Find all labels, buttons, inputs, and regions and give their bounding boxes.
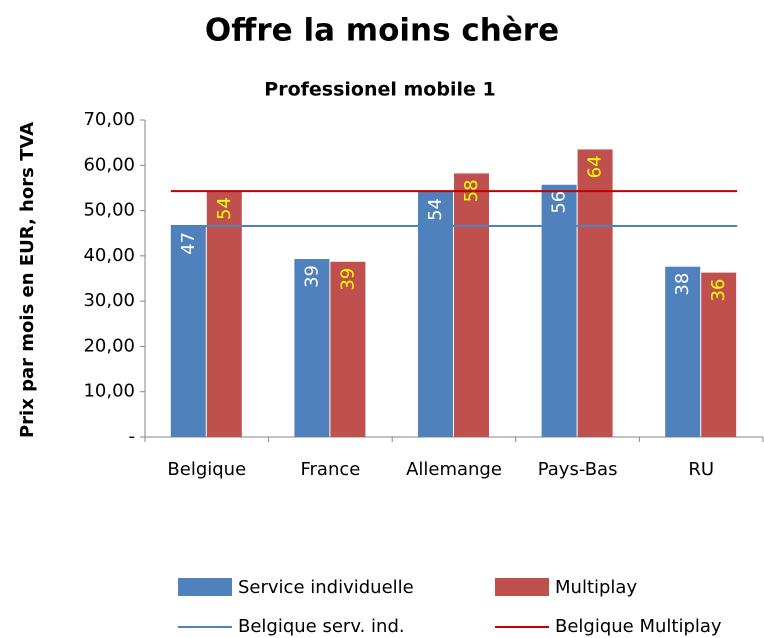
bar [418,192,453,437]
y-tick-label: - [129,426,136,447]
chart-title: Offre la moins chère [205,13,559,49]
bar [665,266,701,437]
bar [330,261,366,437]
data-label: 54 [214,197,235,220]
bar [541,184,577,437]
data-label: 39 [301,265,322,288]
data-label: 47 [178,232,199,255]
x-tick-label: Allemange [406,459,502,480]
data-label: 39 [337,268,358,291]
bar [577,149,613,437]
legend-swatch [178,578,232,596]
y-tick-label: 30,00 [83,290,135,311]
y-tick-label: 10,00 [83,381,135,402]
data-label: 56 [549,191,570,214]
data-label: 36 [708,279,729,302]
y-tick-label: 50,00 [83,200,135,221]
legend-label: Belgique serv. ind. [238,616,405,637]
y-tick-label: 70,00 [83,109,135,130]
x-tick-label: RU [688,459,714,480]
legend-label: Belgique Multiplay [555,616,722,637]
x-tick-label: Belgique [167,459,246,480]
legend-swatch [495,578,549,596]
y-tick-label: 20,00 [83,335,135,356]
legend-label: Multiplay [555,577,637,598]
bar [701,272,737,437]
x-tick-label: Pays-Bas [538,459,618,480]
bar [294,259,330,437]
y-tick-label: 40,00 [83,245,135,266]
data-label: 64 [585,155,606,178]
bar [170,225,206,437]
data-label: 38 [672,273,693,296]
y-axis-title: Prix par mois en EUR, hors TVA [17,122,38,438]
data-label: 54 [425,198,446,221]
bar [206,191,242,437]
chart-subtitle: Professionel mobile 1 [264,79,495,101]
y-tick-label: 60,00 [83,154,135,175]
bar [454,173,489,438]
legend-label: Service individuelle [238,577,414,598]
x-tick-label: France [300,459,360,480]
